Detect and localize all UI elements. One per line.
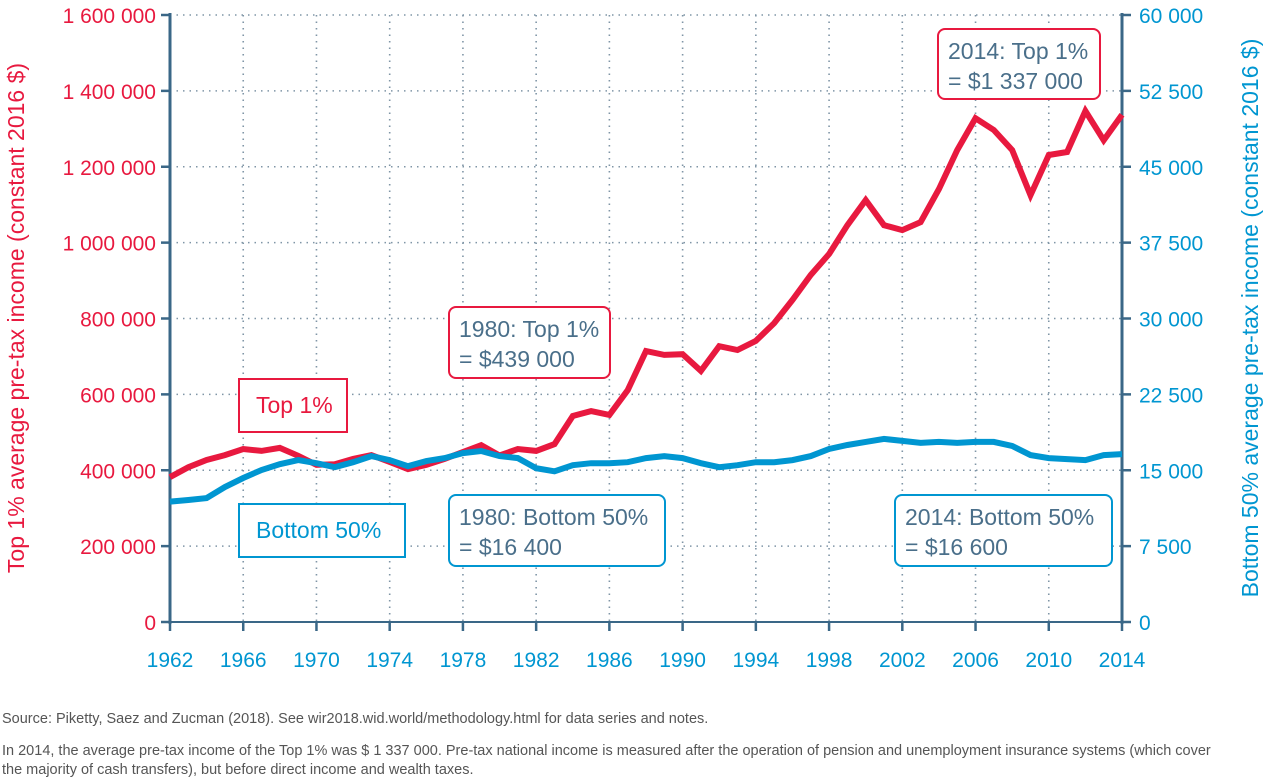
x-tick-label: 2014 bbox=[1099, 649, 1146, 672]
left-tick-label: 600 000 bbox=[80, 384, 156, 407]
left-tick-label: 800 000 bbox=[80, 309, 156, 332]
left-tick-label: 400 000 bbox=[80, 460, 156, 483]
x-tick-label: 1978 bbox=[440, 649, 487, 672]
left-tick-label: 200 000 bbox=[80, 536, 156, 559]
x-tick-label: 2002 bbox=[879, 649, 926, 672]
left-axis-title: Top 1% average pre-tax income (constant … bbox=[3, 63, 29, 573]
income-chart: 0 200 000 400 000 600 000 800 000 1 000 000 1 … bbox=[3, 5, 1263, 672]
right-tick-label: 30 000 bbox=[1139, 309, 1203, 332]
right-tick-label: 15 000 bbox=[1139, 460, 1203, 483]
right-tick-label: 60 000 bbox=[1139, 5, 1203, 28]
annotation-1980-bottom: 1980: Bottom 50% = $16 400 bbox=[448, 494, 666, 567]
x-tick-label: 1974 bbox=[366, 649, 413, 672]
annotation-1980-top: 1980: Top 1% = $439 000 bbox=[448, 306, 611, 379]
left-tick-label: 1 000 000 bbox=[63, 233, 156, 256]
right-tick-label: 52 500 bbox=[1139, 81, 1203, 104]
annotation-line: = $16 400 bbox=[459, 534, 562, 560]
x-tick-label: 1986 bbox=[586, 649, 633, 672]
left-tick-label: 1 600 000 bbox=[63, 5, 156, 28]
left-tick-label: 0 bbox=[144, 612, 156, 635]
footnote: In 2014, the average pre-tax income of t… bbox=[2, 743, 1211, 778]
right-tick-label: 0 bbox=[1139, 612, 1151, 635]
annotation-line: 1980: Bottom 50% bbox=[459, 504, 649, 530]
right-tick-label: 22 500 bbox=[1139, 384, 1203, 407]
right-tick-label: 45 000 bbox=[1139, 157, 1203, 180]
annotation-2014-top: 2014: Top 1% = $1 337 000 bbox=[937, 28, 1101, 100]
annotation-line: 1980: Top 1% bbox=[459, 316, 600, 342]
annotation-line: = $1 337 000 bbox=[948, 68, 1083, 94]
x-tick-label: 2006 bbox=[952, 649, 999, 672]
right-tick-label: 7 500 bbox=[1139, 536, 1192, 559]
left-tick-label: 1 400 000 bbox=[63, 81, 156, 104]
x-tick-label: 1990 bbox=[659, 649, 706, 672]
x-tick-label: 1982 bbox=[513, 649, 560, 672]
annotation-line: 2014: Bottom 50% bbox=[905, 504, 1095, 530]
source-note: Source: Piketty, Saez and Zucman (2018).… bbox=[2, 711, 709, 727]
x-tick-label: 1998 bbox=[806, 649, 853, 672]
x-tick-label: 1970 bbox=[293, 649, 340, 672]
series-lines bbox=[168, 104, 1125, 505]
right-tick-label: 37 500 bbox=[1139, 233, 1203, 256]
x-tick-label: 1994 bbox=[732, 649, 779, 672]
left-tick-label: 1 200 000 bbox=[63, 157, 156, 180]
legend-top-1: Top 1% bbox=[238, 378, 348, 433]
annotation-line: = $439 000 bbox=[459, 346, 575, 372]
x-tick-label: 1962 bbox=[147, 649, 194, 672]
axes: 0 200 000 400 000 600 000 800 000 1 000 000 1 … bbox=[63, 5, 1204, 672]
x-tick-label: 2010 bbox=[1025, 649, 1072, 672]
annotation-2014-bottom: 2014: Bottom 50% = $16 600 bbox=[894, 494, 1113, 567]
annotation-line: 2014: Top 1% bbox=[948, 38, 1089, 64]
legend-bottom-50: Bottom 50% bbox=[238, 503, 406, 558]
right-axis-title: Bottom 50% average pre-tax income (const… bbox=[1237, 39, 1263, 598]
x-tick-label: 1966 bbox=[220, 649, 267, 672]
annotation-line: = $16 600 bbox=[905, 534, 1008, 560]
